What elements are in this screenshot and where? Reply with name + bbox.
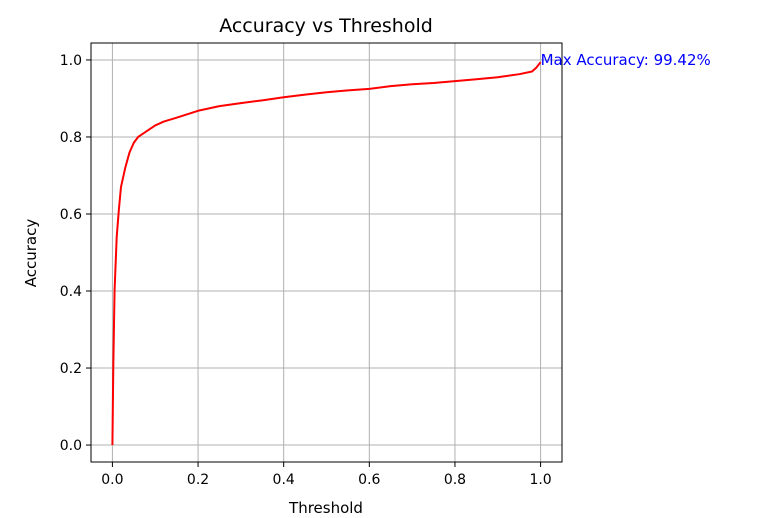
plot-frame bbox=[90, 42, 563, 463]
chart-title: Accuracy vs Threshold bbox=[219, 15, 433, 37]
x-tick-label: 0.0 bbox=[101, 472, 123, 488]
grid-lines bbox=[91, 43, 562, 462]
y-tick-label: 0.2 bbox=[60, 361, 82, 377]
x-tick-label: 0.6 bbox=[358, 472, 380, 488]
y-tick-label: 0.0 bbox=[60, 438, 82, 454]
x-axis-label: Threshold bbox=[288, 499, 363, 517]
axis-ticks: 0.0 0.2 0.4 0.6 0.8 1.0 0.0 0.2 0.4 0.6 0.8 1.0 bbox=[60, 53, 552, 488]
y-tick-label: 1.0 bbox=[60, 53, 82, 69]
accuracy-line bbox=[111, 61, 542, 446]
max-accuracy-annotation: Max Accuracy: 99.42% bbox=[541, 51, 711, 69]
y-tick-label: 0.4 bbox=[60, 284, 82, 300]
x-tick-label: 0.2 bbox=[187, 472, 209, 488]
y-tick-label: 0.8 bbox=[60, 130, 82, 146]
series-layer bbox=[111, 61, 542, 446]
x-tick-label: 0.4 bbox=[273, 472, 295, 488]
y-tick-label: 0.6 bbox=[60, 207, 82, 223]
y-axis-label: Accuracy bbox=[22, 219, 40, 288]
x-tick-label: 0.8 bbox=[444, 472, 466, 488]
x-tick-label: 1.0 bbox=[529, 472, 551, 488]
